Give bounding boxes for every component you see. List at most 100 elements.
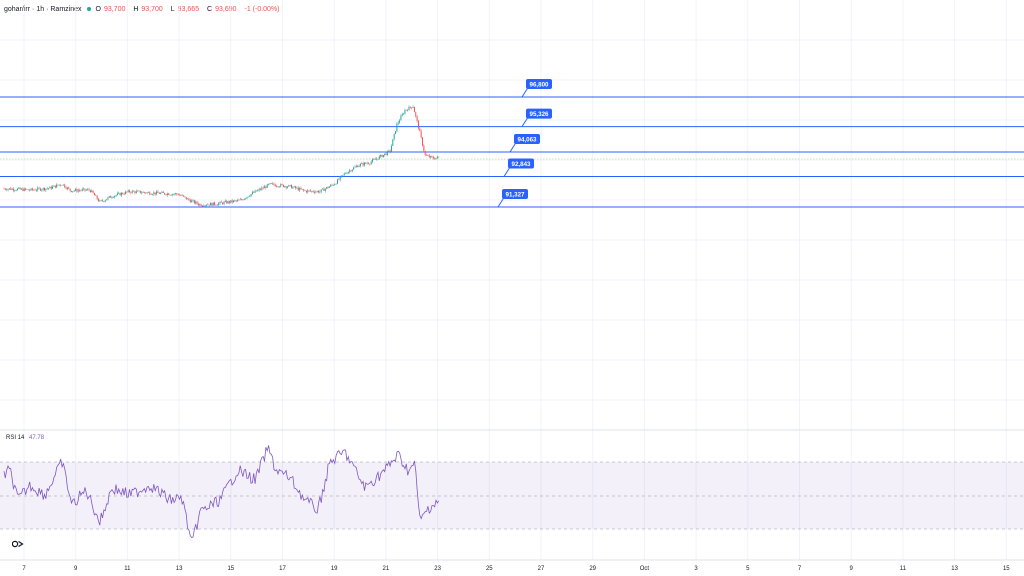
candle-body <box>224 200 226 202</box>
horizontal-levels[interactable]: 96,800 95,326 94,063 92,843 91,327 <box>0 79 1024 208</box>
candle-body <box>170 194 172 196</box>
candle-body <box>189 199 191 203</box>
candle-body <box>166 193 168 195</box>
candle-body <box>69 188 71 191</box>
candle-body <box>45 188 47 191</box>
candle-body <box>357 165 359 168</box>
candle-body <box>68 187 70 189</box>
candle-body <box>126 191 128 193</box>
candle-body <box>369 163 371 165</box>
candle-body <box>388 150 390 152</box>
candle-body <box>407 109 409 111</box>
candle-body <box>281 184 283 185</box>
rsi-legend[interactable]: RSI 14 47.78 <box>6 435 44 441</box>
candle-body <box>285 186 287 188</box>
candle-body <box>318 190 320 193</box>
candle-body <box>118 192 120 194</box>
candle-body <box>282 184 284 187</box>
candle-body <box>31 188 33 190</box>
candle-body <box>112 197 114 198</box>
tradingview-logo-icon[interactable] <box>11 540 24 550</box>
candle-body <box>309 190 311 192</box>
candle-body <box>192 200 194 201</box>
candle-body <box>125 191 126 195</box>
candle-body <box>3 188 5 190</box>
candle-body <box>50 186 52 189</box>
high-value: H 93,700 <box>133 5 163 13</box>
candle-body <box>341 175 342 177</box>
candle-body <box>245 198 247 199</box>
candle-body <box>183 195 185 197</box>
candle-body <box>219 201 221 204</box>
candle-body <box>288 185 290 187</box>
candle-body <box>262 187 264 189</box>
candle-body <box>44 187 45 191</box>
rsi-pane[interactable] <box>0 445 1024 538</box>
price-level-label: 96,800 <box>530 81 549 88</box>
candle-body <box>26 189 28 190</box>
candle-body <box>273 183 275 185</box>
candle-body <box>42 187 44 190</box>
candle-body <box>392 139 394 146</box>
candle-body <box>54 185 56 188</box>
candle-body <box>89 190 91 192</box>
candle-body <box>162 191 164 193</box>
candle-body <box>99 200 101 202</box>
candle-body <box>417 120 419 129</box>
candle-body <box>222 202 224 205</box>
time-axis-label: 9 <box>850 566 854 572</box>
candle-body <box>412 107 414 108</box>
candle-body <box>172 194 174 196</box>
candle-body <box>61 185 63 186</box>
candle-body <box>216 204 218 206</box>
candle-body <box>284 186 286 187</box>
candle-body <box>268 184 270 185</box>
candle-body <box>80 190 82 191</box>
candle-body <box>85 189 87 191</box>
candle-body <box>57 184 59 186</box>
candle-body <box>349 170 351 172</box>
candle-body <box>154 192 156 195</box>
candle-body <box>377 158 379 160</box>
candle-body <box>405 109 407 111</box>
candle-body <box>381 154 383 158</box>
chart-legend-header[interactable]: gohar/irr · 1h · Ramzinex O 93,700 H 93,70… <box>4 2 283 16</box>
candle-body <box>372 159 374 162</box>
candle-body <box>39 188 41 191</box>
candle-body <box>52 186 54 189</box>
candle-body <box>14 190 16 191</box>
candle-body <box>269 183 271 185</box>
time-axis-label: 15 <box>227 566 234 572</box>
symbol-title[interactable]: gohar/irr · 1h · Ramzinex <box>4 6 82 13</box>
candle-body <box>393 133 395 140</box>
candle-body <box>409 106 411 108</box>
candle-body <box>358 165 360 168</box>
candle-body <box>399 120 401 123</box>
time-axis-label: 11 <box>900 566 907 572</box>
candle-body <box>354 166 356 168</box>
candle-body <box>334 184 336 186</box>
candle-body <box>386 151 388 155</box>
time-axis[interactable]: 7 9 11 13 15 17 19 21 23 25 27 29 Oct 3 5 7 9 11 13 15 <box>0 559 1024 572</box>
candle-body <box>214 202 216 205</box>
candle-body <box>258 188 260 191</box>
candle-body <box>49 186 51 189</box>
time-axis-label: 23 <box>434 566 441 572</box>
candle-body <box>174 193 176 195</box>
candle-body <box>41 189 43 191</box>
candle-body <box>76 189 78 192</box>
candle-body <box>428 155 430 158</box>
candle-body <box>56 184 58 188</box>
candle-body <box>23 188 25 191</box>
candle-body <box>277 186 279 187</box>
candle-body <box>103 201 105 202</box>
candle-body <box>35 190 37 191</box>
rsi-line <box>3 445 440 538</box>
candle-body <box>312 191 314 192</box>
candle-body <box>278 186 280 188</box>
candle-body <box>389 150 391 152</box>
candle-body <box>25 188 27 190</box>
price-level-label: 94,063 <box>518 136 537 143</box>
candle-body <box>270 183 272 184</box>
